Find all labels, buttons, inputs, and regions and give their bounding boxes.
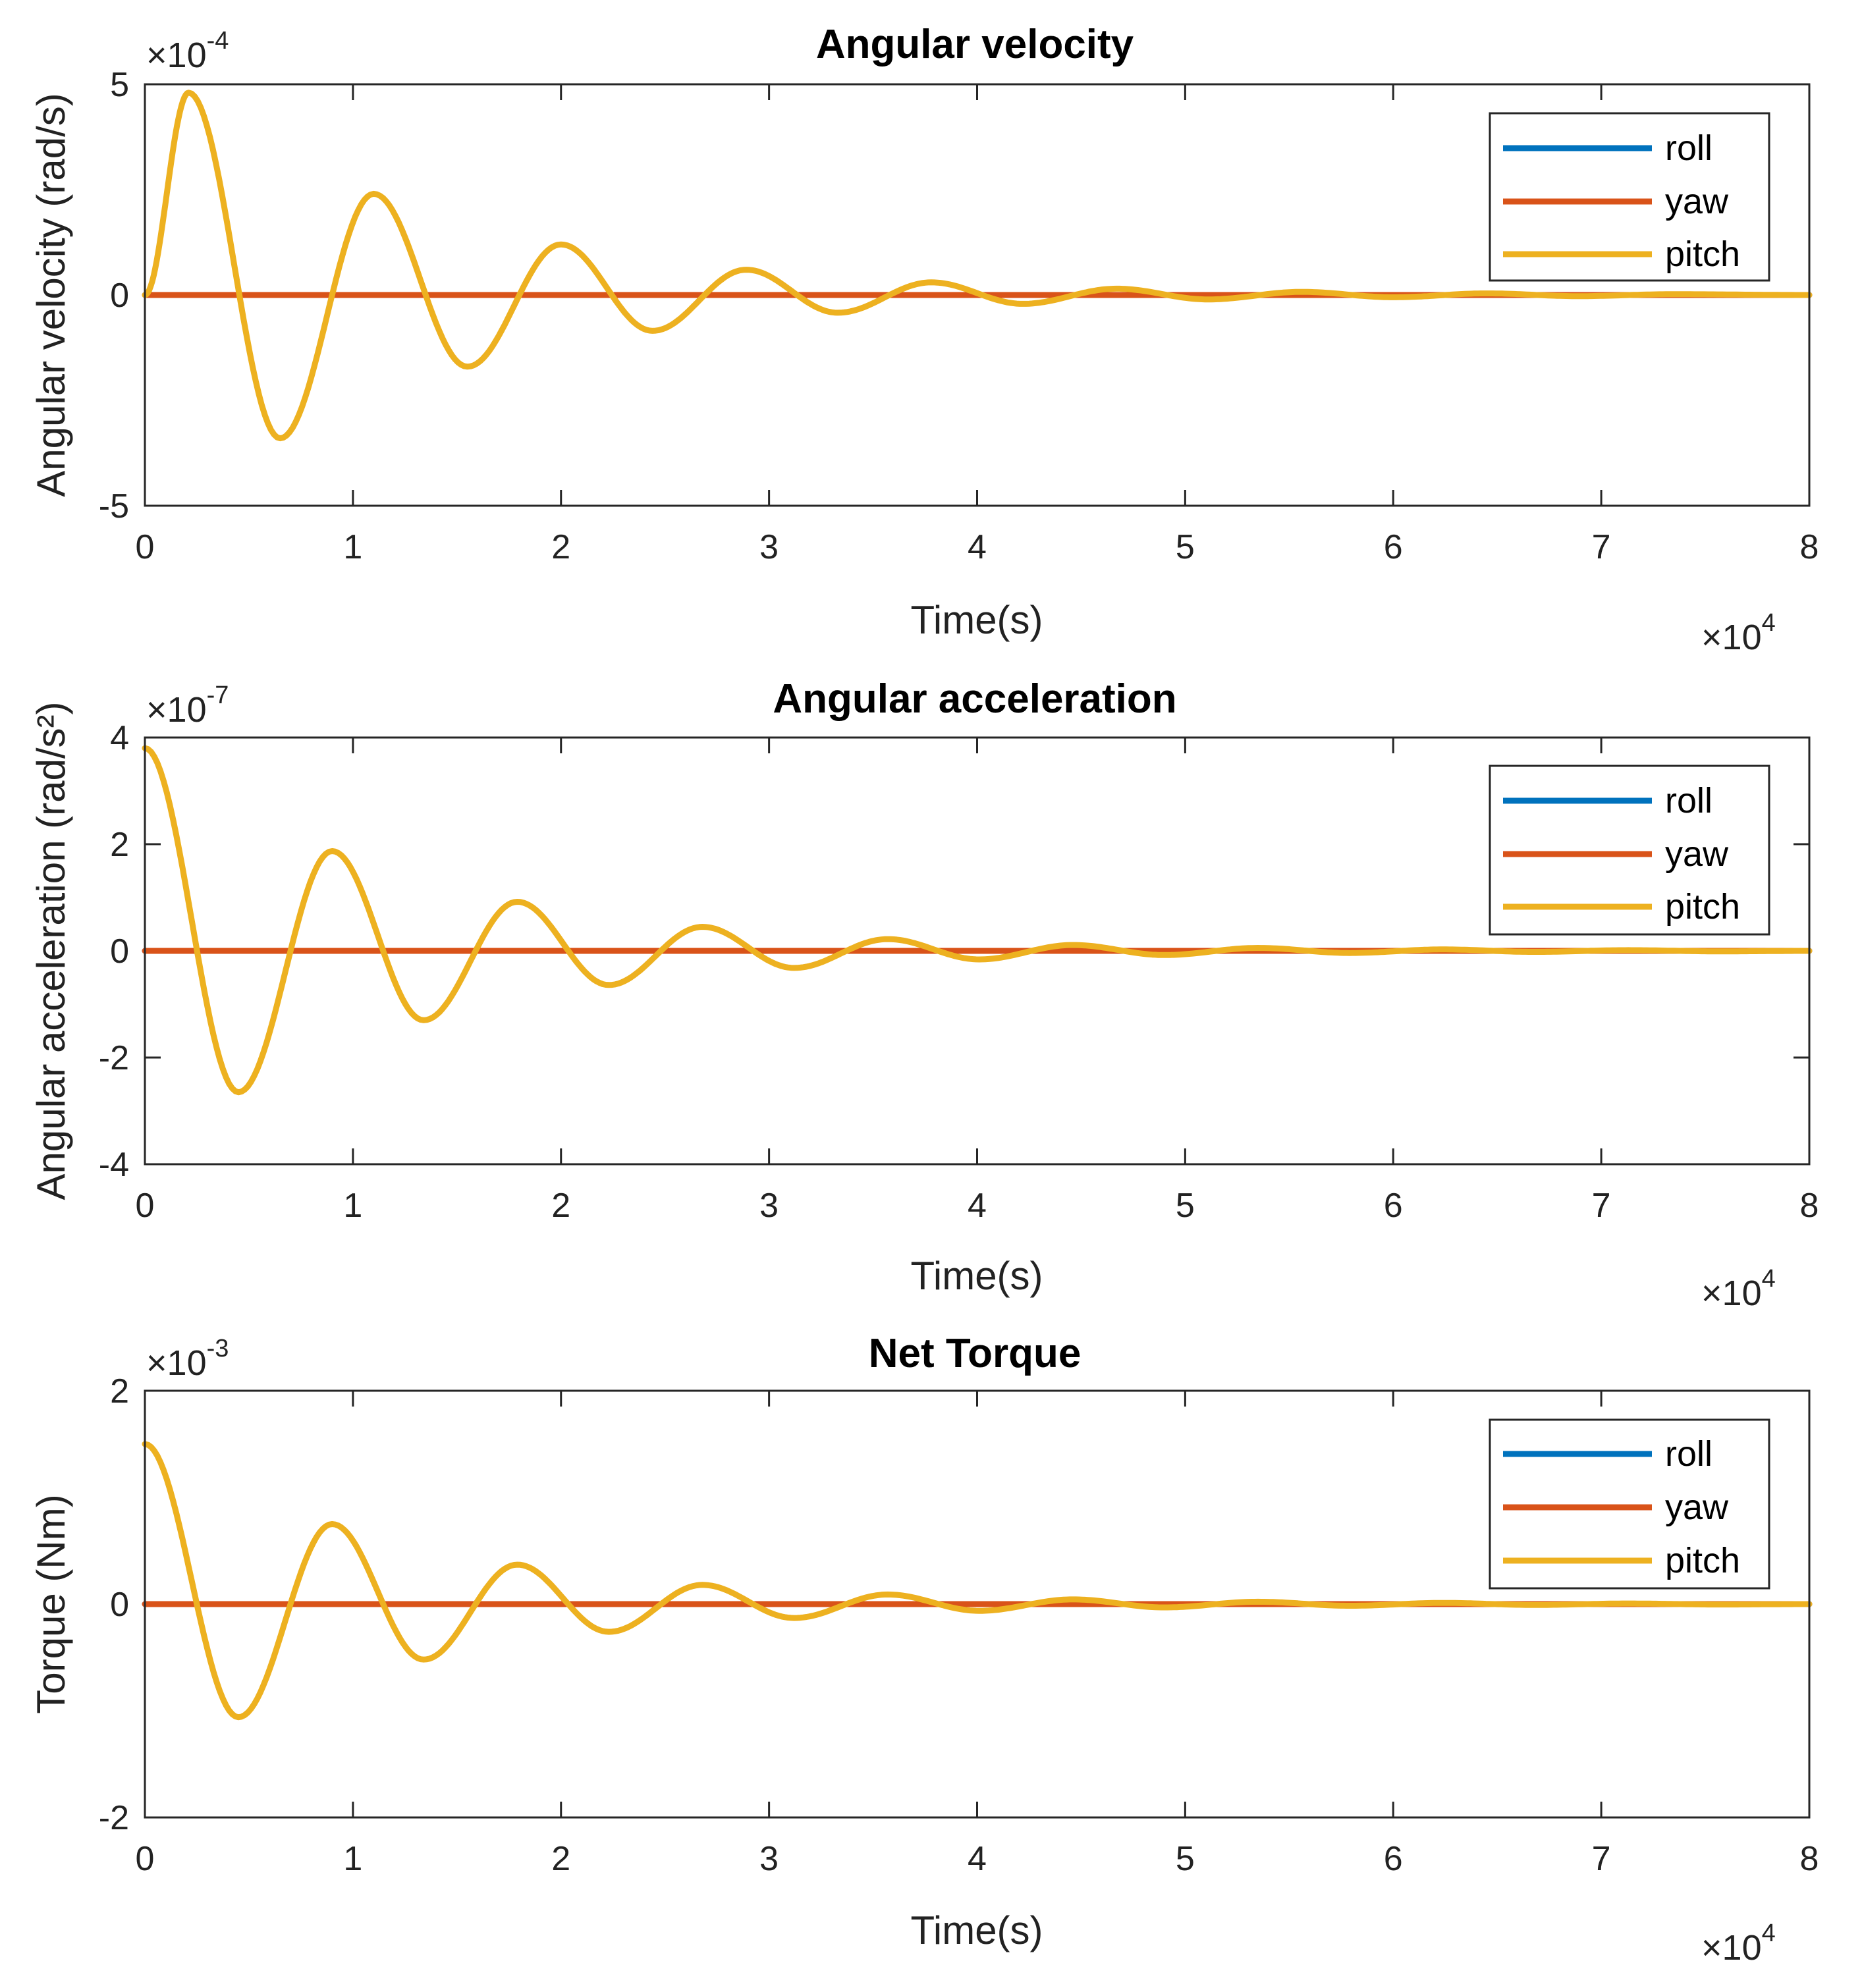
y-tick-label: 2 — [110, 1372, 129, 1410]
x-tick-label: 3 — [759, 528, 779, 566]
x-multiplier: ×104 — [1701, 1920, 1776, 1968]
y-tick-labels: -5 0 5 — [99, 66, 129, 525]
y-axis-label: Angular acceleration (rad/s²) — [29, 701, 73, 1200]
y-tick-label: -2 — [99, 1799, 129, 1837]
legend-label-yaw: yaw — [1665, 1488, 1729, 1527]
y-multiplier: ×10-7 — [146, 682, 229, 730]
x-tick-label: 7 — [1592, 1840, 1611, 1878]
x-multiplier: ×104 — [1701, 1265, 1776, 1313]
y-tick-labels: -4 -2 0 2 4 — [99, 719, 129, 1184]
x-tick-label: 2 — [551, 1840, 570, 1878]
axes-box — [144, 736, 1811, 1166]
x-tick-label: 2 — [551, 528, 570, 566]
x-tick-label: 4 — [968, 528, 987, 566]
x-tick-label: 4 — [968, 1840, 987, 1878]
series-line-pitch — [142, 745, 1813, 1096]
series-line-pitch — [142, 90, 1813, 442]
x-multiplier: ×104 — [1701, 609, 1776, 657]
x-tick-label: 1 — [343, 1187, 362, 1225]
x-tick-label: 3 — [759, 1840, 779, 1878]
x-tick-label: 7 — [1592, 528, 1611, 566]
y-tick-label: 4 — [110, 719, 129, 757]
y-tick-label: -5 — [99, 487, 129, 525]
chart-title: Angular acceleration — [773, 676, 1176, 722]
legend-label-pitch: pitch — [1665, 1541, 1740, 1580]
x-tick-label: 5 — [1176, 528, 1195, 566]
x-tick-label: 6 — [1384, 1187, 1403, 1225]
chart-title: Net Torque — [869, 1331, 1082, 1376]
x-tick-label: 6 — [1384, 528, 1403, 566]
x-tick-label: 7 — [1592, 1187, 1611, 1225]
x-tick-label: 6 — [1384, 1840, 1403, 1878]
series-lines — [142, 745, 1813, 1096]
axes-box — [144, 83, 1811, 507]
chart-title: Angular velocity — [816, 22, 1134, 67]
x-tick-label: 0 — [136, 1840, 155, 1878]
y-axis-label: Torque (Nm) — [29, 1494, 73, 1713]
x-tick-label: 8 — [1800, 528, 1819, 566]
legend-label-roll: roll — [1665, 1434, 1712, 1474]
x-axis-label: Time(s) — [910, 1254, 1043, 1298]
x-tick-labels: 0 1 2 3 4 5 6 7 8 — [136, 1187, 1819, 1225]
legend-label-pitch: pitch — [1665, 234, 1740, 274]
legend-label-roll: roll — [1665, 781, 1712, 820]
y-axis-label: Angular velocity (rad/s) — [29, 93, 73, 497]
y-tick-label: 0 — [110, 932, 129, 971]
legend: roll yaw pitch — [1489, 765, 1770, 936]
x-axis-label: Time(s) — [910, 1908, 1043, 1952]
y-tick-label: 0 — [110, 1586, 129, 1624]
x-tick-label: 8 — [1800, 1840, 1819, 1878]
x-tick-label: 0 — [136, 528, 155, 566]
legend-label-yaw: yaw — [1665, 182, 1729, 221]
plot-area: -4 -2 0 2 4 0 1 2 3 4 5 6 7 8 roll yaw pitch — [99, 719, 1819, 1225]
legend-label-yaw: yaw — [1665, 834, 1729, 874]
x-tick-labels: 0 1 2 3 4 5 6 7 8 — [136, 528, 1819, 566]
series-lines — [142, 90, 1813, 442]
x-tick-label: 3 — [759, 1187, 779, 1225]
x-tick-labels: 0 1 2 3 4 5 6 7 8 — [136, 1840, 1819, 1878]
x-tick-label: 5 — [1176, 1840, 1195, 1878]
y-tick-label: 0 — [110, 277, 129, 315]
panel-angular-acceleration: Angular acceleration ×10-7 -4 -2 0 2 4 0 1 2 3 4… — [29, 676, 1819, 1313]
x-tick-label: 1 — [343, 528, 362, 566]
legend-label-pitch: pitch — [1665, 887, 1740, 927]
axes-box — [144, 1389, 1811, 1819]
y-tick-label: -2 — [99, 1039, 129, 1077]
y-tick-label: -4 — [99, 1146, 129, 1184]
legend-label-roll: roll — [1665, 128, 1712, 168]
x-tick-label: 2 — [551, 1187, 570, 1225]
legend: roll yaw pitch — [1489, 1418, 1770, 1590]
series-lines — [142, 1441, 1813, 1721]
y-tick-label: 2 — [110, 826, 129, 864]
x-tick-label: 5 — [1176, 1187, 1195, 1225]
x-tick-label: 4 — [968, 1187, 987, 1225]
y-multiplier: ×10-3 — [146, 1335, 229, 1383]
x-tick-label: 0 — [136, 1187, 155, 1225]
series-line-pitch — [142, 1441, 1813, 1721]
x-tick-label: 8 — [1800, 1187, 1819, 1225]
x-tick-label: 1 — [343, 1840, 362, 1878]
x-axis-label: Time(s) — [910, 598, 1043, 642]
y-tick-labels: -2 0 2 — [99, 1372, 129, 1837]
legend: roll yaw pitch — [1489, 112, 1770, 282]
y-tick-label: 5 — [110, 66, 129, 104]
y-multiplier: ×10-4 — [146, 27, 229, 75]
